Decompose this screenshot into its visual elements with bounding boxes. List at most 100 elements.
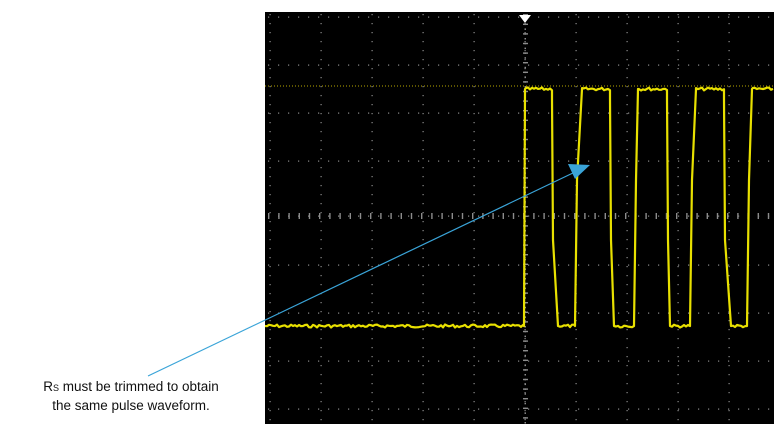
- grid-dot: [575, 392, 577, 394]
- grid-dot: [618, 408, 620, 410]
- grid-dot: [524, 410, 526, 412]
- grid-dot: [626, 77, 628, 79]
- center-axis-dot: [524, 62, 526, 64]
- grid-dot: [688, 408, 690, 410]
- grid-dot: [288, 264, 290, 266]
- grid-dot: [638, 16, 640, 18]
- grid-dot: [588, 408, 590, 410]
- grid-dot: [328, 64, 330, 66]
- grid-dot: [575, 158, 577, 160]
- grid-dot: [358, 408, 360, 410]
- grid-dot: [575, 338, 577, 340]
- grid-dot: [473, 311, 475, 313]
- grid-dot: [728, 230, 730, 232]
- center-axis-tick: [278, 213, 280, 219]
- grid-dot: [578, 408, 580, 410]
- grid-dot: [758, 112, 760, 114]
- grid-dot: [320, 320, 322, 322]
- center-axis-dot: [524, 76, 526, 78]
- grid-dot: [498, 408, 500, 410]
- grid-dot: [575, 23, 577, 25]
- grid-dot: [508, 112, 510, 114]
- grid-dot: [677, 149, 679, 151]
- grid-dot: [688, 215, 690, 217]
- grid-dot: [677, 347, 679, 349]
- grid-dot: [678, 264, 680, 266]
- grid-dot: [278, 16, 280, 18]
- grid-dot: [371, 284, 373, 286]
- grid-dot: [358, 360, 360, 362]
- grid-dot: [648, 215, 650, 217]
- grid-dot: [422, 212, 424, 214]
- grid-dot: [528, 215, 530, 217]
- grid-dot: [568, 160, 570, 162]
- grid-dot: [473, 338, 475, 340]
- grid-dot: [758, 64, 760, 66]
- grid-dot: [458, 160, 460, 162]
- grid-dot: [578, 360, 580, 362]
- grid-dot: [269, 221, 271, 223]
- center-axis-dot: [524, 66, 526, 69]
- grid-dot: [378, 112, 380, 114]
- grid-dot: [626, 68, 628, 70]
- grid-dot: [422, 257, 424, 259]
- center-axis-dot: [524, 407, 526, 410]
- grid-dot: [626, 347, 628, 349]
- grid-dot: [677, 410, 679, 412]
- grid-dot: [508, 312, 510, 314]
- grid-dot: [269, 95, 271, 97]
- grid-dot: [371, 95, 373, 97]
- grid-dot: [269, 131, 271, 133]
- grid-dot: [468, 264, 470, 266]
- grid-dot: [371, 23, 373, 25]
- grid-dot: [320, 167, 322, 169]
- grid-dot: [678, 215, 680, 217]
- grid-dot: [473, 419, 475, 421]
- pulse-waveform-trace: [264, 86, 774, 329]
- grid-dot: [718, 16, 720, 18]
- center-axis-dot: [524, 383, 526, 386]
- grid-dot: [438, 360, 440, 362]
- grid-dot: [473, 77, 475, 79]
- grid-dot: [626, 86, 628, 88]
- grid-dot: [269, 347, 271, 349]
- grid-dot: [578, 264, 580, 266]
- grid-dot: [473, 248, 475, 250]
- grid-dot: [618, 64, 620, 66]
- grid-dot: [348, 160, 350, 162]
- grid-dot: [408, 160, 410, 162]
- grid-dot: [438, 64, 440, 66]
- grid-dot: [738, 160, 740, 162]
- grid-dot: [548, 160, 550, 162]
- center-axis-dot: [524, 364, 526, 366]
- grid-dot: [688, 312, 690, 314]
- grid-dot: [548, 16, 550, 18]
- grid-dot: [698, 160, 700, 162]
- grid-dot: [626, 113, 628, 115]
- grid-dot: [422, 293, 424, 295]
- grid-dot: [368, 215, 370, 217]
- grid-dot: [575, 419, 577, 421]
- grid-dot: [698, 264, 700, 266]
- grid-dot: [473, 14, 475, 16]
- grid-dot: [422, 401, 424, 403]
- grid-dot: [575, 41, 577, 43]
- grid-dot: [298, 112, 300, 114]
- center-axis-dot: [524, 350, 526, 352]
- grid-dot: [320, 131, 322, 133]
- grid-dot: [598, 215, 600, 217]
- grid-dot: [428, 408, 430, 410]
- grid-dot: [575, 383, 577, 385]
- grid-dot: [388, 160, 390, 162]
- grid-dot: [648, 160, 650, 162]
- grid-dot: [398, 64, 400, 66]
- grid-dot: [626, 302, 628, 304]
- grid-dot: [298, 64, 300, 66]
- grid-dot: [728, 32, 730, 34]
- grid-dot: [618, 312, 620, 314]
- grid-dot: [473, 86, 475, 88]
- grid-dot: [422, 59, 424, 61]
- grid-dot: [338, 16, 340, 18]
- grid-dot: [658, 64, 660, 66]
- grid-dot: [728, 203, 730, 205]
